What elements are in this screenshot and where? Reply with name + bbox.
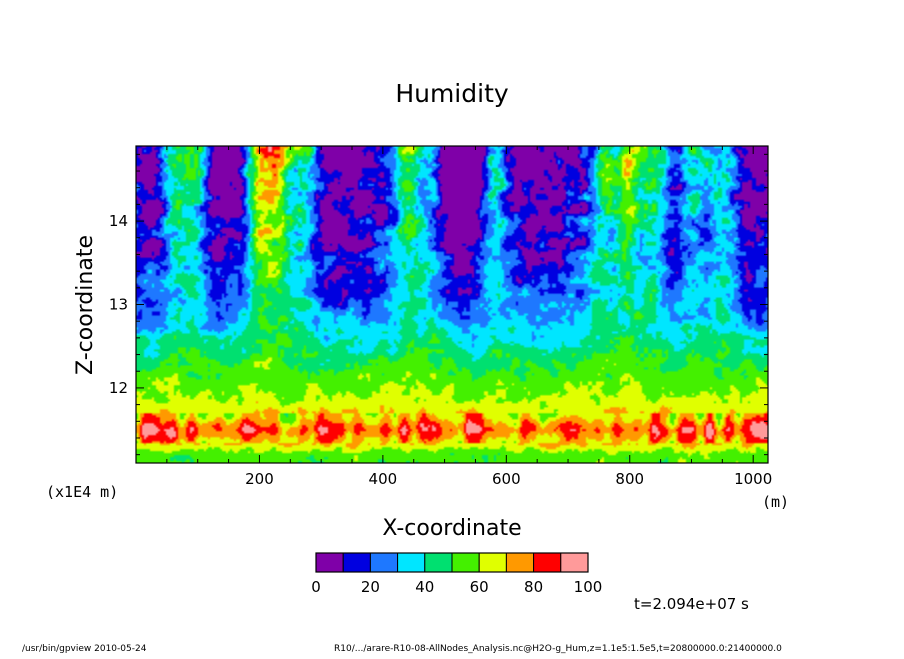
chart-title: Humidity xyxy=(395,79,509,108)
y-axis-label: Z-coordinate xyxy=(73,235,98,375)
colorbar-swatch xyxy=(533,552,562,573)
heatmap-area xyxy=(136,146,768,463)
colorbar-swatch xyxy=(451,552,480,573)
colorbar: 0 20 40 60 80 100 xyxy=(311,552,603,596)
colorbar-tick-label: 40 xyxy=(415,578,434,596)
x-tick-label: 1000 xyxy=(734,470,772,488)
colorbar-swatch xyxy=(424,552,453,573)
colorbar-swatch xyxy=(315,552,344,573)
x-axis-label: X-coordinate xyxy=(382,516,521,541)
y-tick-label: 14 xyxy=(109,212,128,230)
colorbar-tick-label: 100 xyxy=(574,578,603,596)
x-unit-label: (m) xyxy=(762,493,789,511)
colorbar-tick-label: 80 xyxy=(524,578,543,596)
colorbar-swatch xyxy=(342,552,371,573)
colorbar-frame xyxy=(315,552,589,573)
x-tick-label: 400 xyxy=(369,470,398,488)
y-tick-label: 13 xyxy=(109,296,128,314)
footer-right: R10/.../arare-R10-08-AllNodes_Analysis.n… xyxy=(334,644,782,654)
x-tick-label: 200 xyxy=(245,470,274,488)
heatmap-field xyxy=(136,146,768,463)
footer-left: /usr/bin/gpview 2010-05-24 xyxy=(22,644,147,654)
colorbar-tick-label: 20 xyxy=(361,578,380,596)
colorbar-swatch xyxy=(505,552,535,573)
colorbar-swatch xyxy=(397,552,426,573)
colorbar-tick-label: 60 xyxy=(470,578,489,596)
colorbar-swatch xyxy=(560,552,589,573)
x-axis-ticks: 200 400 600 800 1000 xyxy=(166,146,772,488)
y-tick-label: 12 xyxy=(109,379,128,397)
time-label: t=2.094e+07 s xyxy=(634,595,749,613)
x-tick-label: 800 xyxy=(615,470,644,488)
x-tick-label: 600 xyxy=(492,470,521,488)
colorbar-swatch xyxy=(369,552,399,573)
colorbar-swatch xyxy=(478,552,507,573)
y-axis-ticks: 12 13 14 xyxy=(109,153,768,456)
y-unit-label: (x1E4 m) xyxy=(46,483,118,501)
colorbar-tick-label: 0 xyxy=(311,578,321,596)
